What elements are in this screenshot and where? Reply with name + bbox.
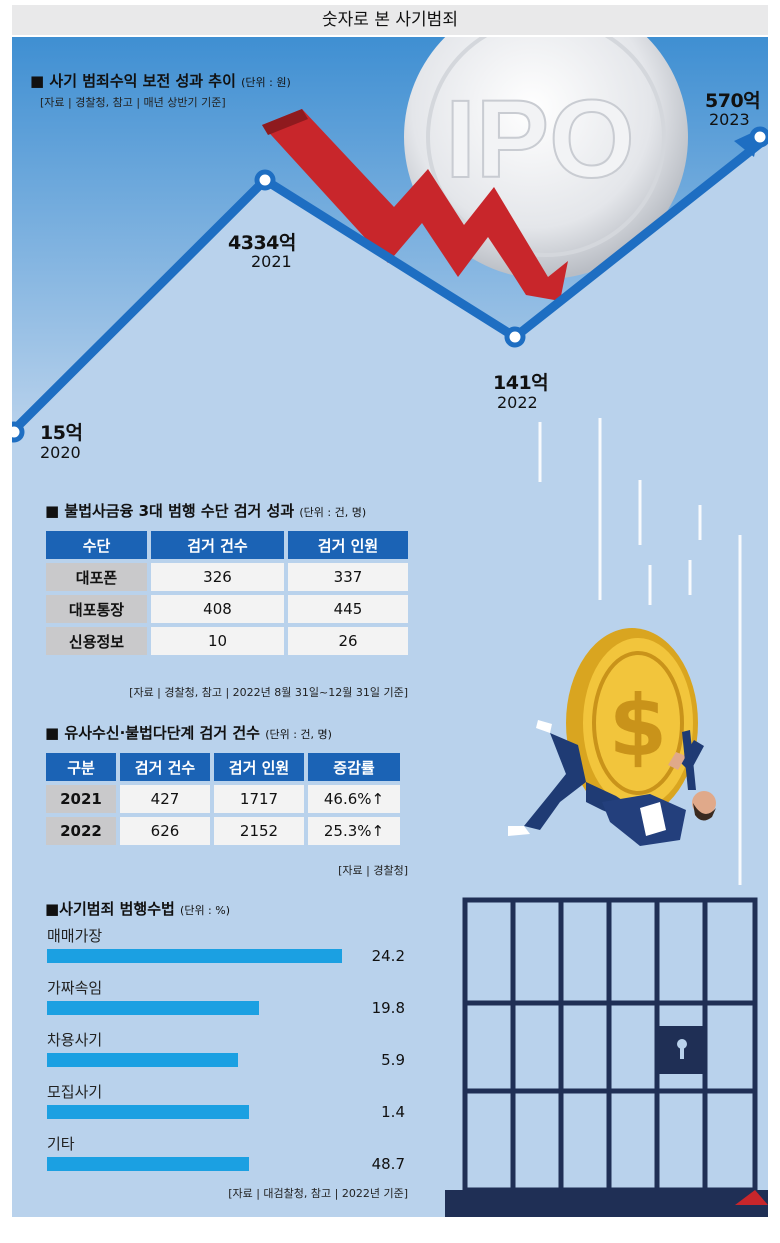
point-year-2020: 2020 <box>40 443 81 462</box>
ipo-coin-label: IPO <box>445 78 635 201</box>
deposit-header-4: 증감률 <box>308 753 400 781</box>
point-label-2020: 15억 <box>40 422 83 444</box>
methods-row-label: 대포폰 <box>46 563 147 591</box>
bar-category-label: 기타 <box>47 1135 75 1153</box>
deposit-row-label: 2022 <box>46 817 116 845</box>
point-label-2022: 141억 <box>493 372 549 394</box>
falling-man <box>508 720 716 846</box>
methods-unit: (단위 : 건, 명) <box>299 506 367 519</box>
profit-unit: (단위 : 원) <box>241 76 291 89</box>
line-point <box>749 126 768 148</box>
methods-title-text: ■ 불법사금융 3대 범행 수단 검거 성과 <box>45 502 295 520</box>
dollar-sign: $ <box>609 677 667 775</box>
deposit-cell: 427 <box>120 785 210 813</box>
deposit-cell: 2152 <box>214 817 304 845</box>
deposit-cell: 626 <box>120 817 210 845</box>
point-year-2023: 2023 <box>709 110 750 129</box>
bar-value-label: 1.4 <box>381 1103 405 1121</box>
point-year-2021: 2021 <box>251 252 292 271</box>
red-down-arrow <box>262 109 568 301</box>
profit-section-title: ■ 사기 범죄수익 보전 성과 추이 (단위 : 원) <box>30 70 291 91</box>
line-chart: IPO <box>12 37 768 443</box>
methods-cell: 26 <box>288 627 408 655</box>
bar-value-label: 5.9 <box>381 1051 405 1069</box>
methods-cell: 326 <box>151 563 284 591</box>
table-row: 2021 427 1717 46.6%↑ <box>46 785 400 813</box>
methods-source: [자료 | 경찰청, 참고 | 2022년 8월 31일~12월 31일 기준] <box>129 686 408 699</box>
deposit-source: [자료 | 경찰청] <box>338 864 408 877</box>
deposit-header-3: 검거 인원 <box>214 753 304 781</box>
deposit-cell: 1717 <box>214 785 304 813</box>
crime-type-title-text: ■사기범죄 범행수법 <box>45 900 175 918</box>
deposit-header-2: 검거 건수 <box>120 753 210 781</box>
bar-category-label: 가짜속임 <box>47 979 103 997</box>
bar <box>47 1157 249 1171</box>
profit-title-text: ■ 사기 범죄수익 보전 성과 추이 <box>30 72 236 90</box>
profit-source: [자료 | 경찰청, 참고 | 매년 상반기 기준] <box>40 96 226 109</box>
deposit-section-title: ■ 유사수신·불법다단계 검거 건수 (단위 : 건, 명) <box>45 722 332 743</box>
deposit-cell: 25.3%↑ <box>308 817 400 845</box>
deposit-cell: 46.6%↑ <box>308 785 400 813</box>
falling-man-illustration: $ <box>508 418 742 885</box>
bar <box>47 1053 238 1067</box>
page-title: 숫자로 본 사기범죄 <box>12 5 768 35</box>
methods-cell: 408 <box>151 595 284 623</box>
deposit-table: 구분 검거 건수 검거 인원 증감률 2021 427 1717 46.6%↑ … <box>42 749 404 849</box>
bar <box>47 1105 249 1119</box>
table-row: 2022 626 2152 25.3%↑ <box>46 817 400 845</box>
bar <box>47 949 342 963</box>
methods-cell: 10 <box>151 627 284 655</box>
table-row: 대포폰 326 337 <box>46 563 408 591</box>
line-point <box>12 421 25 443</box>
line-point <box>254 169 276 191</box>
methods-section-title: ■ 불법사금융 3대 범행 수단 검거 성과 (단위 : 건, 명) <box>45 500 366 521</box>
bar-value-label: 24.2 <box>371 947 405 965</box>
point-year-2022: 2022 <box>497 393 538 412</box>
bar <box>47 1001 259 1015</box>
jail-cell-illustration <box>445 897 768 1217</box>
methods-header-1: 수단 <box>46 531 147 559</box>
table-row: 신용정보 10 26 <box>46 627 408 655</box>
bar-category-label: 차용사기 <box>47 1031 103 1049</box>
table-row: 대포통장 408 445 <box>46 595 408 623</box>
deposit-unit: (단위 : 건, 명) <box>265 728 332 741</box>
methods-cell: 445 <box>288 595 408 623</box>
crime-type-source: [자료 | 대검찰청, 참고 | 2022년 기준] <box>228 1187 408 1200</box>
bar-value-label: 48.7 <box>371 1155 405 1173</box>
point-label-2023: 570억 <box>705 90 761 112</box>
methods-cell: 337 <box>288 563 408 591</box>
crime-type-unit: (단위 : %) <box>180 904 231 917</box>
deposit-row-label: 2021 <box>46 785 116 813</box>
methods-header-2: 검거 건수 <box>151 531 284 559</box>
deposit-header-1: 구분 <box>46 753 116 781</box>
deposit-title-text: ■ 유사수신·불법다단계 검거 건수 <box>45 724 260 742</box>
bar-category-label: 모집사기 <box>47 1083 103 1101</box>
line-series <box>12 133 768 436</box>
point-label-2021: 4334억 <box>228 232 296 254</box>
line-point <box>504 326 526 348</box>
methods-row-label: 대포통장 <box>46 595 147 623</box>
methods-row-label: 신용정보 <box>46 627 147 655</box>
methods-table: 수단 검거 건수 검거 인원 대포폰 326 337 대포통장 408 445 … <box>42 527 412 659</box>
crime-type-section-title: ■사기범죄 범행수법 (단위 : %) <box>45 898 230 919</box>
bar-value-label: 19.8 <box>371 999 405 1017</box>
methods-header-3: 검거 인원 <box>288 531 408 559</box>
bar-category-label: 매매가장 <box>47 927 103 945</box>
